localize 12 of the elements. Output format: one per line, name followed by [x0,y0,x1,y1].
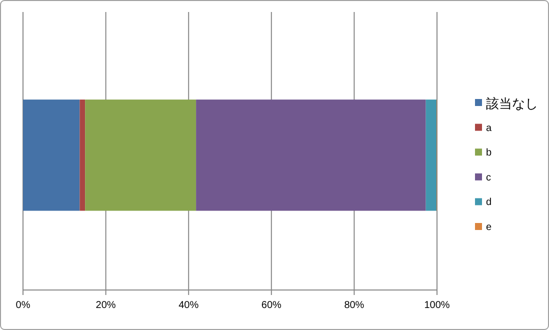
legend-label: d [486,197,492,208]
x-tick-label: 60% [261,300,282,311]
x-tick-label: 80% [344,300,364,311]
legend-label: 該当なし [486,96,538,111]
x-tick-label: 0% [16,300,30,311]
legend-label: b [486,148,492,159]
legend-label: e [486,222,492,233]
legend-label: a [486,122,492,134]
x-tick-label: 40% [178,300,199,311]
legend-label: c [486,172,491,184]
x-tick-label: 20% [96,300,116,311]
x-tick-label: 100% [424,300,450,311]
